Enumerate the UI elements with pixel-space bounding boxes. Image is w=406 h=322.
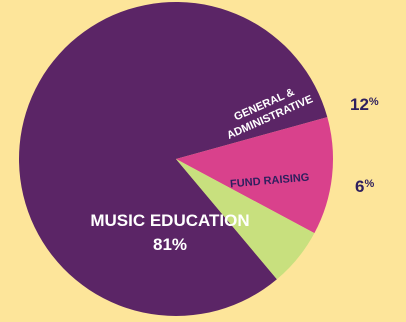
value-number-general: 12 (350, 95, 369, 114)
slice-label-music-education: MUSIC EDUCATION (90, 211, 249, 230)
value-label-general-administrative: 12% (350, 95, 379, 114)
value-number-fund-raising: 6 (355, 177, 364, 196)
slice-value-music-education: 81% (153, 235, 187, 254)
slice-general-administrative (176, 117, 333, 234)
value-unit-fund-raising: % (364, 178, 374, 190)
slice-music-education (19, 1, 328, 316)
value-unit-general: % (369, 96, 379, 108)
slice-fund-raising (176, 159, 315, 280)
value-label-fund-raising: 6% (355, 177, 374, 196)
